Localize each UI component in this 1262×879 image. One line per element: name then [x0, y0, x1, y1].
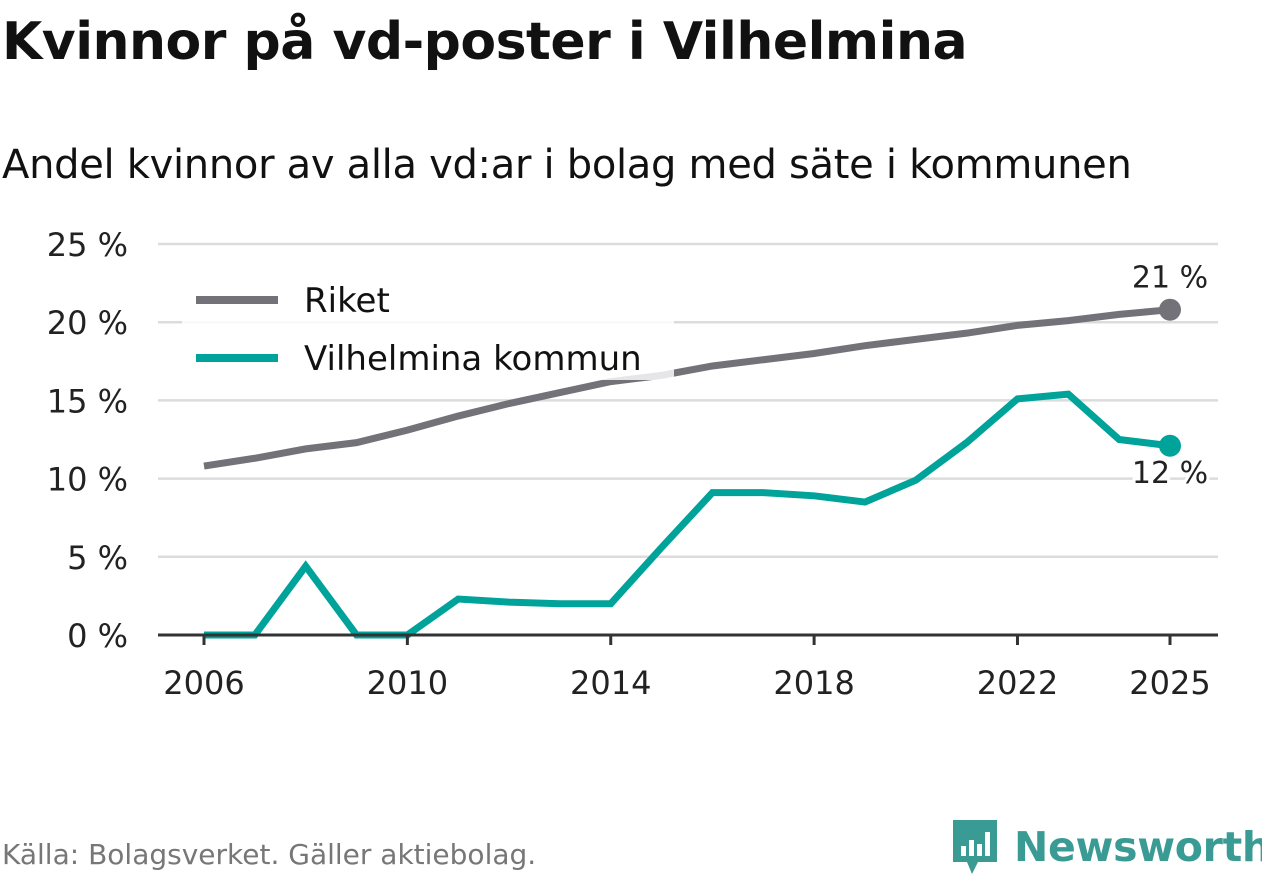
x-tick-label: 2014 — [570, 664, 651, 702]
y-tick-label: 10 % — [47, 461, 128, 499]
end-label-0: 21 % — [1132, 261, 1208, 296]
line-chart: 21 % 12 % 0 % 5 % 10 % 15 % 20 % 25 % 2006 2010 2… — [47, 226, 1218, 702]
y-tick-label: 20 % — [47, 304, 128, 342]
y-tick-label: 0 % — [67, 617, 128, 655]
axes: 0 % 5 % 10 % 15 % 20 % 25 % 2006 2010 2014 2018 20… — [47, 226, 1218, 702]
legend: Riket Vilhelmina kommun — [182, 272, 674, 380]
chart-title: Kvinnor på vd-poster i Vilhelmina — [2, 12, 968, 72]
x-tick-label: 2025 — [1129, 664, 1210, 702]
end-label-1: 12 % — [1132, 456, 1208, 491]
end-marker-1 — [1159, 434, 1181, 457]
series-line-1 — [204, 390, 1171, 639]
newsworthy-logo-icon — [953, 820, 997, 874]
source-note: Källa: Bolagsverket. Gäller aktiebolag. — [2, 838, 537, 871]
y-tick-label: 5 % — [67, 539, 128, 577]
legend-label-1: Vilhelmina kommun — [304, 339, 642, 379]
legend-label-0: Riket — [304, 281, 390, 321]
end-marker-0 — [1159, 298, 1181, 321]
series-lines: 21 % 12 % — [203, 258, 1211, 639]
series-line-0 — [203, 306, 1171, 470]
chart-subtitle: Andel kvinnor av alla vd:ar i bolag med … — [2, 142, 1132, 188]
y-tick-label: 25 % — [47, 226, 128, 264]
x-tick-label: 2006 — [163, 664, 244, 702]
y-tick-label: 15 % — [47, 382, 128, 420]
brand-name: Newsworthy — [1014, 823, 1262, 871]
x-tick-label: 2018 — [773, 664, 854, 702]
x-tick-label: 2022 — [977, 664, 1058, 702]
brand-logo: Newsworthy — [950, 818, 1262, 876]
x-tick-label: 2010 — [367, 664, 448, 702]
